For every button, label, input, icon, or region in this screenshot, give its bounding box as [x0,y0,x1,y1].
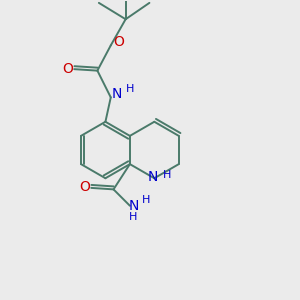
Text: O: O [114,35,124,50]
Text: O: O [79,180,90,194]
Text: H: H [129,212,138,222]
Text: H: H [163,170,171,180]
Text: N: N [112,87,122,101]
Text: H: H [126,84,134,94]
Text: N: N [148,170,158,184]
Text: O: O [62,61,73,76]
Text: N: N [128,199,139,213]
Text: H: H [142,195,150,206]
